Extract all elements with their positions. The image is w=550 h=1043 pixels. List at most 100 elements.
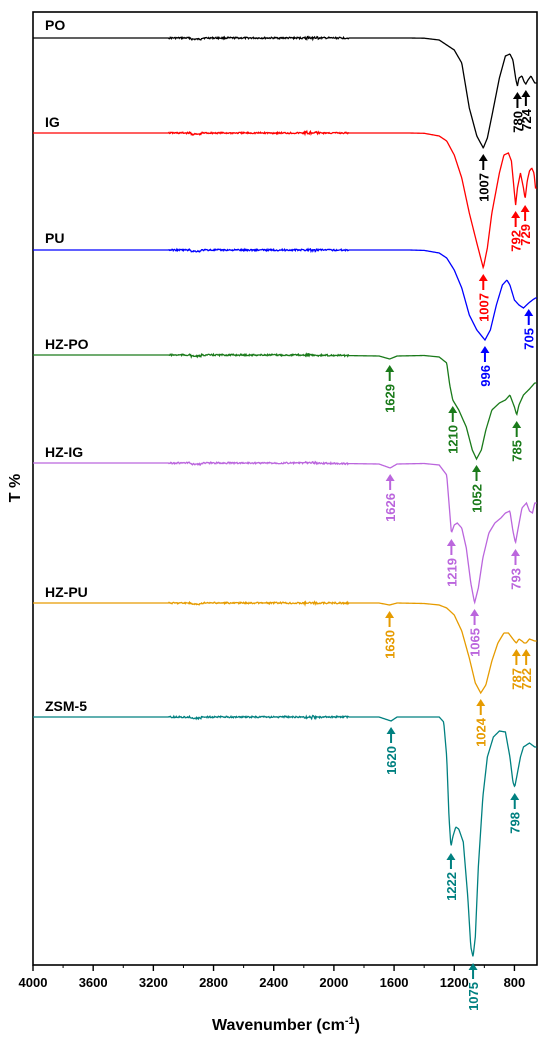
peak-annotation-ig-1007: 1007 [476,274,491,322]
series-layer: PO IG PU HZ-PO HZ-IG HZ-PU ZSM-5 [33,17,537,957]
x-tick-label: 3200 [139,975,168,990]
x-tick-label: 3600 [79,975,108,990]
peak-annotation-po-1007: 1007 [476,154,491,202]
peak-arrow-head [446,539,456,546]
series-label-po: PO [45,17,65,33]
x-tick-label: 1200 [440,975,469,990]
peak-label: 1052 [470,484,485,513]
x-axis-label-superscript: -1 [345,1015,355,1027]
x-axis-label-main: Wavenumber (cm [212,1017,345,1034]
peak-annotation-zsm-5-1620: 1620 [384,727,399,775]
peak-annotation-hz-po-1052: 1052 [470,465,485,513]
peak-label: 1219 [444,558,459,587]
series-line-pu [33,247,537,342]
peak-label: 724 [519,108,534,130]
series-line-hz-po [33,352,537,461]
peak-label: 792 [509,230,524,252]
peak-label: 787 [509,668,524,690]
x-axis-label-close: ) [355,1017,360,1034]
peak-arrow-head [385,611,395,618]
peak-label: 780 [510,111,525,133]
series-label-hz-pu: HZ-PU [45,584,88,600]
peak-arrow-head [446,853,456,860]
peak-arrow-head [511,649,521,656]
series-line-po [33,35,537,149]
x-tick-label: 4000 [19,975,48,990]
peak-arrow-head [510,549,520,556]
peak-arrow-head [510,793,520,800]
x-tick-label: 2400 [259,975,288,990]
peak-annotation-hz-po-1629: 1629 [383,365,398,413]
peak-label: 1075 [466,982,481,1011]
peak-annotation-hz-ig-1626: 1626 [383,474,398,522]
peak-annotation-zsm-5-798: 798 [508,793,523,834]
peak-arrow-head [478,154,488,161]
peak-arrow-head [521,90,531,97]
peak-label: 1007 [476,293,491,322]
peak-label: 1222 [444,872,459,901]
peak-label: 1630 [383,630,398,659]
peak-label: 1620 [384,746,399,775]
peak-arrow-head [478,274,488,281]
peak-annotation-hz-ig-793: 793 [508,549,523,590]
series-label-hz-ig: HZ-IG [45,444,83,460]
peak-label: 1065 [468,628,483,657]
series-label-hz-po: HZ-PO [45,336,89,352]
peak-arrow-head [476,699,486,706]
peak-label: 729 [518,224,533,246]
peak-arrow-head [448,406,458,413]
peak-arrow-head [520,205,530,212]
peak-annotation-pu-996: 996 [478,346,493,387]
peak-annotation-hz-pu-1630: 1630 [383,611,398,659]
peak-annotation-ig-792: 792 [509,211,524,252]
series-label-ig: IG [45,114,60,130]
peak-label: 798 [508,812,523,834]
peak-arrow-head [524,309,534,316]
peak-label: 1626 [383,493,398,522]
peak-label: 1629 [383,384,398,413]
peak-label: 1007 [476,173,491,202]
peak-label: 793 [508,568,523,590]
x-tick-label: 1600 [380,975,409,990]
series-line-hz-pu [33,600,537,695]
peak-arrow-head [386,727,396,734]
peak-arrow-head [511,211,521,218]
peak-label: 722 [519,668,534,690]
y-axis-label: T % [7,474,24,502]
series-line-hz-ig [33,460,537,605]
x-axis-label: Wavenumber (cm-1) [212,1015,360,1034]
series-line-zsm-5 [33,714,537,957]
series-label-pu: PU [45,230,64,246]
peak-annotation-hz-po-785: 785 [510,421,525,462]
peak-label: 705 [522,328,537,350]
peak-annotation-hz-pu-1024: 1024 [474,699,489,747]
peak-annotation-zsm-5-1075: 1075 [466,963,481,1011]
peak-annotation-po-724: 724 [519,90,534,131]
series-line-ig [33,129,537,270]
plot-frame [32,11,538,966]
peak-annotation-po-780: 780 [510,92,525,133]
series-label-zsm-5: ZSM-5 [45,698,87,714]
peak-annotation-hz-ig-1219: 1219 [444,539,459,587]
peak-arrow-head [480,346,490,353]
peak-arrow-head [470,609,480,616]
peak-annotation-pu-705: 705 [522,309,537,350]
peak-annotation-ig-729: 729 [518,205,533,246]
x-tick-label: 2000 [319,975,348,990]
peak-arrow-head [512,92,522,99]
peak-arrow-head [521,649,531,656]
peak-arrow-head [385,474,395,481]
peak-label: 996 [478,365,493,387]
x-tick-label: 800 [504,975,526,990]
peak-arrow-head [472,465,482,472]
peak-label: 1024 [474,717,489,747]
peak-annotation-zsm-5-1222: 1222 [444,853,459,901]
peak-label: 785 [510,440,525,462]
x-axis: 4000 3600 3200 2800 2400 2000 1600 1200 800 [19,965,526,990]
peak-arrow-head [385,365,395,372]
peak-annotation-hz-ig-1065: 1065 [468,609,483,657]
x-tick-label: 2800 [199,975,228,990]
peak-annotation-hz-pu-722: 722 [519,649,534,690]
